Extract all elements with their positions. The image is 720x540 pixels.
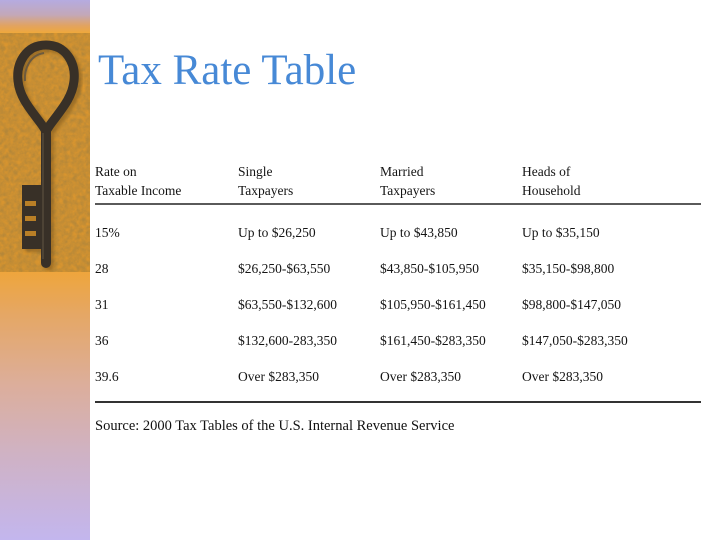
table-cell: Over $283,350 (522, 369, 603, 384)
source-note: Source: 2000 Tax Tables of the U.S. Inte… (95, 418, 455, 434)
column-header-single: Single Taxpayers (238, 164, 294, 198)
table-row: 15% Up to $26,250 Up to $43,850 Up to $3… (95, 224, 701, 241)
table-row: 39.6 Over $283,350 Over $283,350 Over $2… (95, 368, 701, 385)
table-row: 28 $26,250-$63,550 $43,850-$105,950 $35,… (95, 260, 701, 277)
table-cell: Up to $35,150 (522, 225, 600, 240)
table-cell: $35,150-$98,800 (522, 261, 615, 276)
bottom-gradient-band (0, 272, 90, 540)
table-cell: $161,450-$283,350 (380, 333, 486, 348)
antique-key-image (0, 33, 90, 272)
table-cell: Up to $26,250 (238, 225, 316, 240)
table-cell: 39.6 (95, 369, 119, 384)
table-cell: Up to $43,850 (380, 225, 458, 240)
tax-rate-table: Rate on Taxable Income Single Taxpayers … (95, 162, 701, 435)
table-header-row: Rate on Taxable Income Single Taxpayers … (95, 162, 701, 205)
table-cell: $26,250-$63,550 (238, 261, 331, 276)
table-cell: $132,600-283,350 (238, 333, 337, 348)
table-cell: $63,550-$132,600 (238, 297, 337, 312)
table-cell: $43,850-$105,950 (380, 261, 479, 276)
table-cell: $147,050-$283,350 (522, 333, 628, 348)
table-cell: 28 (95, 261, 109, 276)
table-cell: Over $283,350 (238, 369, 319, 384)
table-cell: $98,800-$147,050 (522, 297, 621, 312)
table-cell: $105,950-$161,450 (380, 297, 486, 312)
column-header-heads: Heads of Household (522, 164, 581, 198)
table-cell: 15% (95, 225, 120, 240)
column-header-rate: Rate on Taxable Income (95, 164, 182, 198)
top-gradient-band (0, 0, 90, 33)
table-bottom-divider (95, 401, 701, 403)
table-row: 31 $63,550-$132,600 $105,950-$161,450 $9… (95, 296, 701, 313)
table-cell: 31 (95, 297, 109, 312)
column-header-married: Married Taxpayers (380, 164, 436, 198)
table-row: 36 $132,600-283,350 $161,450-$283,350 $1… (95, 332, 701, 349)
page-title: Tax Rate Table (98, 47, 357, 94)
sidebar-decoration (0, 0, 90, 540)
table-cell: 36 (95, 333, 109, 348)
table-cell: Over $283,350 (380, 369, 461, 384)
key-icon (0, 33, 90, 272)
